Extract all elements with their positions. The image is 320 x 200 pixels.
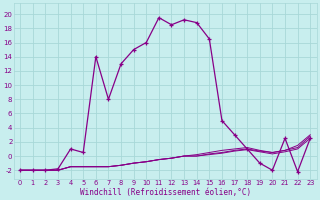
- X-axis label: Windchill (Refroidissement éolien,°C): Windchill (Refroidissement éolien,°C): [80, 188, 251, 197]
